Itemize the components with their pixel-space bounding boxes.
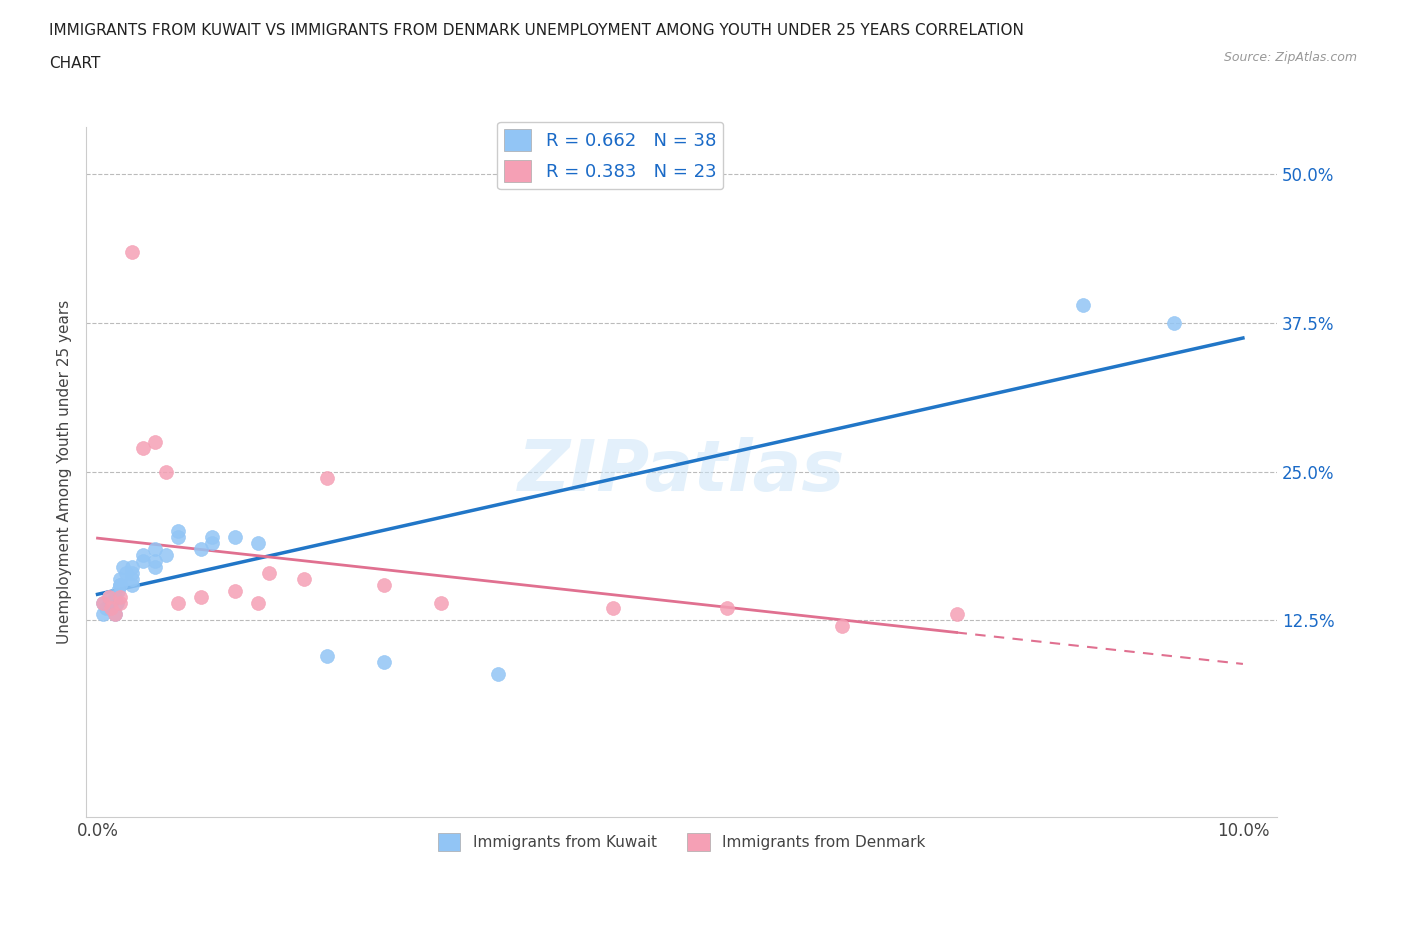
Point [91, 595, 114, 610]
Point [121, 565, 143, 580]
Point [91, 607, 114, 622]
Point [224, 530, 246, 545]
Point [315, 648, 337, 663]
Text: ZIPatlas: ZIPatlas [517, 437, 845, 506]
Point [831, 618, 853, 633]
Point [110, 578, 132, 592]
Point [107, 583, 129, 598]
Point [373, 578, 395, 592]
Point [166, 524, 188, 538]
Point [373, 655, 395, 670]
Point [100, 595, 122, 610]
Point [315, 471, 337, 485]
Point [224, 583, 246, 598]
Point [143, 560, 166, 575]
Legend: Immigrants from Kuwait, Immigrants from Denmark: Immigrants from Kuwait, Immigrants from … [432, 827, 932, 857]
Point [111, 560, 134, 575]
Point [201, 530, 224, 545]
Point [246, 536, 269, 551]
Point [104, 607, 127, 622]
Point [246, 595, 269, 610]
Point [190, 589, 212, 604]
Text: Source: ZipAtlas.com: Source: ZipAtlas.com [1223, 51, 1357, 64]
Point [292, 571, 315, 586]
Point [166, 530, 188, 545]
Point [201, 536, 224, 551]
Point [121, 560, 143, 575]
Point [143, 541, 166, 556]
Point [1071, 298, 1094, 312]
Point [945, 607, 967, 622]
Point [104, 589, 127, 604]
Point [100, 601, 122, 616]
Point [155, 548, 177, 563]
Point [602, 601, 624, 616]
Point [104, 607, 127, 622]
Point [121, 571, 143, 586]
Point [121, 578, 143, 592]
Point [430, 595, 453, 610]
Point [110, 571, 132, 586]
Point [132, 548, 155, 563]
Point [98, 589, 121, 604]
Point [259, 565, 281, 580]
Text: IMMIGRANTS FROM KUWAIT VS IMMIGRANTS FROM DENMARK UNEMPLOYMENT AMONG YOUTH UNDER: IMMIGRANTS FROM KUWAIT VS IMMIGRANTS FRO… [49, 23, 1024, 38]
Point [98, 589, 121, 604]
Point [100, 601, 122, 616]
Y-axis label: Unemployment Among Youth under 25 years: Unemployment Among Youth under 25 years [58, 299, 72, 644]
Point [1163, 315, 1185, 330]
Point [190, 541, 212, 556]
Point [98, 595, 121, 610]
Point [110, 578, 132, 592]
Point [91, 595, 114, 610]
Point [143, 553, 166, 568]
Point [121, 244, 143, 259]
Point [94, 601, 117, 616]
Point [155, 464, 177, 479]
Point [132, 441, 155, 456]
Point [110, 595, 132, 610]
Point [110, 589, 132, 604]
Point [105, 595, 128, 610]
Point [115, 565, 138, 580]
Point [143, 434, 166, 449]
Text: CHART: CHART [49, 56, 101, 71]
Point [486, 667, 509, 682]
Point [132, 553, 155, 568]
Point [716, 601, 738, 616]
Point [166, 595, 188, 610]
